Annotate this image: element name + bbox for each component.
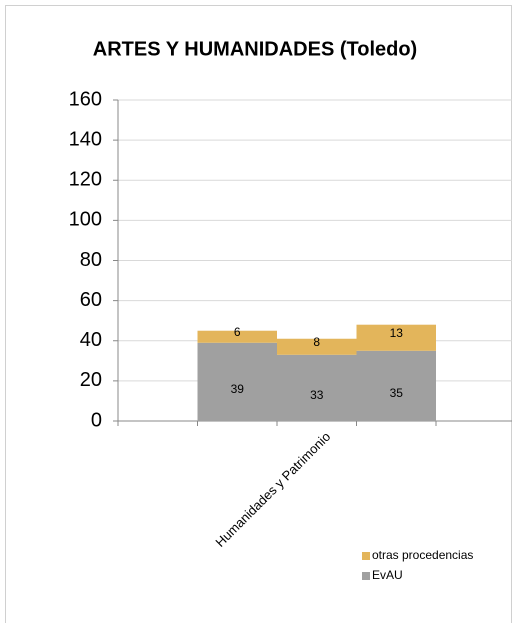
bar-segment [356,350,436,421]
legend-label: otras procedencias [372,548,473,562]
y-tick-label: 120 [69,169,102,191]
bar-segment [197,330,277,343]
data-label: 6 [234,325,241,339]
legend-label: EvAU [372,568,403,582]
y-tick-label: 80 [80,249,102,271]
data-label: 8 [313,335,320,349]
y-tick-label: 60 [80,289,102,311]
data-label: 13 [390,326,404,340]
data-label: 33 [310,388,324,402]
bar-segment [277,354,357,421]
bar-segment [197,342,277,421]
y-tick-label: 0 [91,409,102,431]
data-label: 35 [390,386,404,400]
y-tick-label: 100 [69,209,102,231]
legend-swatch [362,572,370,580]
chart-border [5,5,512,626]
bar-segment [277,338,357,355]
data-label: 39 [231,382,245,396]
chart-title: ARTES Y HUMANIDADES (Toledo) [93,38,417,60]
y-tick-label: 40 [80,329,102,351]
legend-swatch [362,552,370,560]
y-tick-label: 140 [69,128,102,150]
y-tick-label: 160 [69,88,102,110]
bar-segment [356,324,436,351]
y-tick-label: 20 [80,369,102,391]
